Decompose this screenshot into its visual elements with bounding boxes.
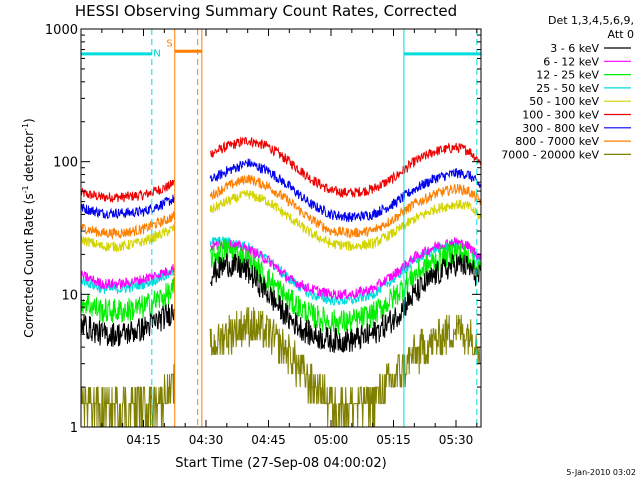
series-line-4-part-0 [81,267,175,294]
x-axis-label: Start Time (27-Sep-08 04:00:02) [175,456,386,471]
legend-label-8: 7000 - 20000 keV [501,148,599,161]
y-tick-label-0: 1 [70,421,78,436]
legend-label-5: 100 - 300 keV [522,109,599,122]
x-tick-label-3: 05:00 [314,433,349,447]
x-tick-label-0: 04:15 [126,433,161,447]
flag-marker-N: N [153,49,160,60]
series-line-5-part-0 [81,264,175,290]
series-line-1-part-1 [209,158,481,223]
series-line-0-part-0 [81,179,175,203]
series-line-8-part-1 [209,307,481,427]
y-tick-label-2: 100 [53,156,78,171]
y-axis-label-end: ) [22,118,36,123]
date-stamp: 5-Jan-2010 03:02 [566,468,636,477]
y-tick-label-1: 10 [61,288,78,303]
series-line-0-part-1 [210,136,481,198]
legend-label-1: 6 - 12 keV [543,55,599,68]
series-line-2-part-0 [81,211,175,241]
series-line-1-part-0 [81,194,175,220]
axes-frame [80,28,482,428]
y-axis-label-main: Corrected Count Rate (s [22,193,36,337]
series-line-2-part-1 [209,174,481,240]
series-line-6-part-1 [209,238,481,336]
legend-header-line1: Det 1,3,4,5,6,9, [548,14,634,27]
x-tick-label-1: 04:30 [189,433,224,447]
chart-title: HESSI Observing Summary Count Rates, Cor… [75,2,457,20]
legend-header-line2: Att 0 [608,28,634,41]
x-tick-label-2: 04:45 [251,433,286,447]
y-axis-label-sup1: -1 [21,185,30,193]
y-axis-label: Corrected Count Rate (s-1 detector-1) [21,118,36,337]
legend-label-7: 800 - 7000 keV [515,135,599,148]
flag-marker-S: S [166,38,172,49]
axis-ticks: 04:15 04:30 04:45 05:00 05:15 05:30 1 10 100 1000 [45,23,481,447]
x-tick-label-4: 05:15 [376,433,411,447]
series-line-5-part-1 [210,237,481,300]
y-tick-label-3: 1000 [45,23,78,38]
y-axis-label-mid: detector [22,131,36,186]
series-line-6-part-0 [81,276,175,323]
legend-label-4: 50 - 100 keV [529,95,599,108]
y-axis-label-sup2: -1 [21,123,30,131]
series-line-8-part-0 [81,363,175,427]
plot-area: NS [81,29,481,427]
series-line-3-part-1 [209,189,481,251]
legend-label-2: 12 - 25 keV [536,69,599,82]
legend-label-0: 3 - 6 keV [550,42,599,55]
legend-label-3: 25 - 50 keV [536,82,599,95]
series-line-7-part-0 [81,303,175,347]
series-line-7-part-1 [209,252,481,353]
legend-label-6: 300 - 800 keV [522,122,599,135]
series-line-3-part-0 [81,224,175,253]
x-tick-label-5: 05:30 [439,433,474,447]
